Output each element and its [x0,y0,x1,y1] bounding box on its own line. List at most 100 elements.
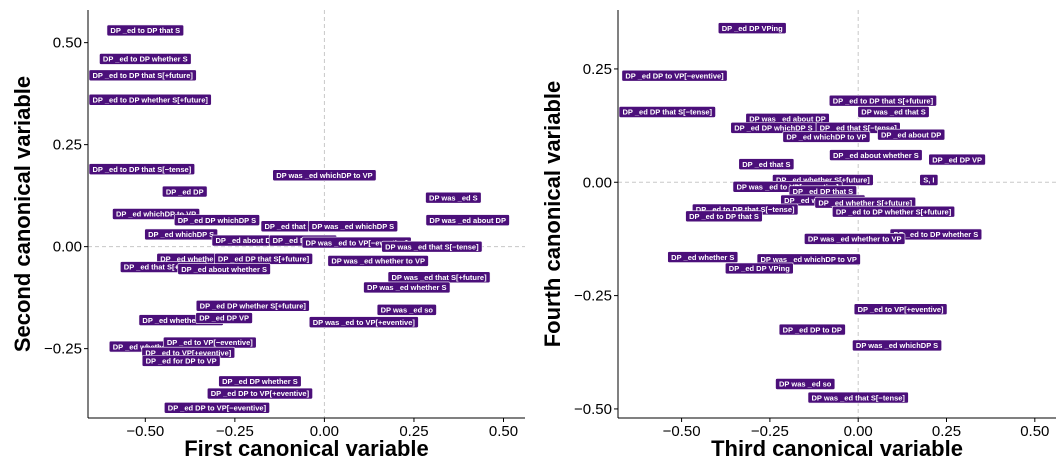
y-tick-label: 0.25 [53,137,82,154]
point-label-box [724,262,794,275]
point-label: DP _ed about DP [211,234,280,247]
point-label-text: DP was _ed S [429,193,478,202]
point-label-text: DP _ed to VP[+eventive] [145,348,231,357]
y-axis-title: Fourth canonical variable [540,81,565,348]
point-label-box [88,163,196,175]
point-label: DP was _ed to VP[+eventive] [308,316,419,328]
point-label-text: DP _ed whether to VP [142,316,219,325]
point-label-box [738,158,795,170]
point-label-text: DP _ed whether S [671,253,734,262]
x-tick-label: 0.50 [1020,423,1049,440]
point-label-text: DP _ed to DP that S[−tense] [696,205,795,214]
point-label: DP _ed DP VPing [717,22,787,34]
point-label-text: DP _ed to DP that S[+future] [93,71,194,80]
point-label-box [206,387,313,400]
point-label-text: DP _ed DP whether S [222,377,298,386]
point-label-text: DP _ed whichDP to VP [116,210,196,219]
point-label-box [327,255,429,267]
point-label: DP _ed whether S [667,251,739,263]
point-label-box [425,191,482,204]
y-tick-label: −0.50 [574,401,612,418]
point-label: DP _ed DP VPing [724,262,794,275]
x-tick-label: −0.50 [663,423,701,440]
y-axis-title: Second canonical variable [10,76,35,352]
point-label: DP was _ed whichDP to VP [272,169,377,182]
point-label-box [308,316,419,328]
point-label-box [88,93,212,106]
point-label-box [667,251,739,263]
point-label: DP _ed to DP whether S [99,53,192,65]
point-label-box [173,214,260,226]
point-label: DP was _ed that S[−tense] [807,391,909,404]
point-label-box [853,303,948,316]
point-label-text: DP _ed whether S[+future] [818,198,912,207]
point-label-box [756,253,861,266]
point-label: DP _ed that S [738,158,795,170]
point-label: DP was _ed that S [857,106,930,118]
point-label: DP was _ed that S[−tense] [381,240,483,253]
point-label: DP _ed DP [162,185,208,198]
point-label-box [621,69,728,82]
point-label: DP _ed about DP [877,128,946,141]
x-tick-label: 0.25 [932,423,961,440]
point-label: DP was _ed whether to VP [804,233,906,245]
x-tick-label: 0.00 [844,423,873,440]
point-label: DP was _ed that S[+future] [387,271,491,284]
point-label-text: DP _ed DP VPing [722,24,783,33]
point-label-text: DP _ed to DP whether S[+future] [93,95,209,104]
point-label-box [807,391,909,404]
point-label: DP _ed DP VP [195,312,253,324]
point-label: DP was _ed S [425,191,482,204]
x-tick-label: 0.50 [489,423,518,440]
point-label-text: DP _ed that S [264,222,312,231]
point-label: DP _ed DP that S[+future] [214,253,313,265]
point-label-box [928,153,986,166]
point-label-text: DP was _ed that S[+future] [391,273,487,282]
point-label-text: DP _ed DP whether S[+future] [200,302,307,311]
point-label-text: DP was _ed whichDP S [856,341,938,350]
point-label-text: DP was _ed to VP[−eventive] [736,183,839,192]
point-label: DP _ed that S [260,220,317,233]
point-label-text: DP _ed that S [742,160,790,169]
point-label-text: DP _ed about whether S [833,151,919,160]
point-label-text: DP _ed to DP whether S [894,230,979,239]
point-label-text: DP was _ed whichDP to VP [761,255,857,264]
point-label: DP _ed whichDP S [144,228,218,241]
point-label: DP was _ed whether to VP [327,255,429,267]
point-label-text: DP was _ed about DP [429,216,506,225]
x-axis-title: First canonical variable [184,436,429,461]
x-axis-title: Third canonical variable [711,436,963,461]
point-label: DP was _ed whichDP S [852,339,942,352]
point-label-box [877,128,946,141]
y-tick-label: 0.25 [583,61,612,78]
point-label-text: DP _ed whichDP to VP [786,133,866,142]
point-label-text: DP _ed about DP [215,236,275,245]
point-label: DP was _ed so [775,378,836,390]
point-label-box [177,263,271,275]
y-tick-label: 0.00 [583,174,612,191]
point-label: DP _ed to DP that S[−tense] [88,163,196,175]
point-label-text: DP _ed DP to VP[−eventive] [625,71,724,80]
point-label-text: DP _ed DP whichDP S [734,124,812,133]
point-label: DP _ed DP to VP[−eventive] [163,401,270,414]
point-label-text: DP _ed that S[+future] [124,263,203,272]
x-tick-label: 0.25 [399,423,428,440]
point-label-text: DP _ed DP that S [793,187,854,196]
point-label: DP _ed DP to DP [778,323,846,336]
point-label: DP was _ed whether S [363,281,451,294]
point-label-box [782,131,871,143]
point-label-text: DP _ed to DP that S [110,26,180,35]
point-label-text: DP was _ed to VP[−eventive] [306,238,409,247]
point-label-text: DP _ed DP that S[−tense] [623,108,713,117]
point-label-box [163,401,270,414]
point-label-text: DP _ed DP to VP[−eventive] [168,404,267,413]
x-tick-label: −0.25 [216,423,254,440]
x-tick-label: −0.50 [126,423,164,440]
point-label-box [141,355,221,367]
point-label-text: DP was _ed whichDP to VP [276,171,372,180]
point-label-text: DP _ed for DP to VP [146,357,217,366]
point-label-text: DP _ed whether S[+future] [776,176,870,185]
point-label-box [832,205,956,218]
point-label-box [919,174,939,186]
